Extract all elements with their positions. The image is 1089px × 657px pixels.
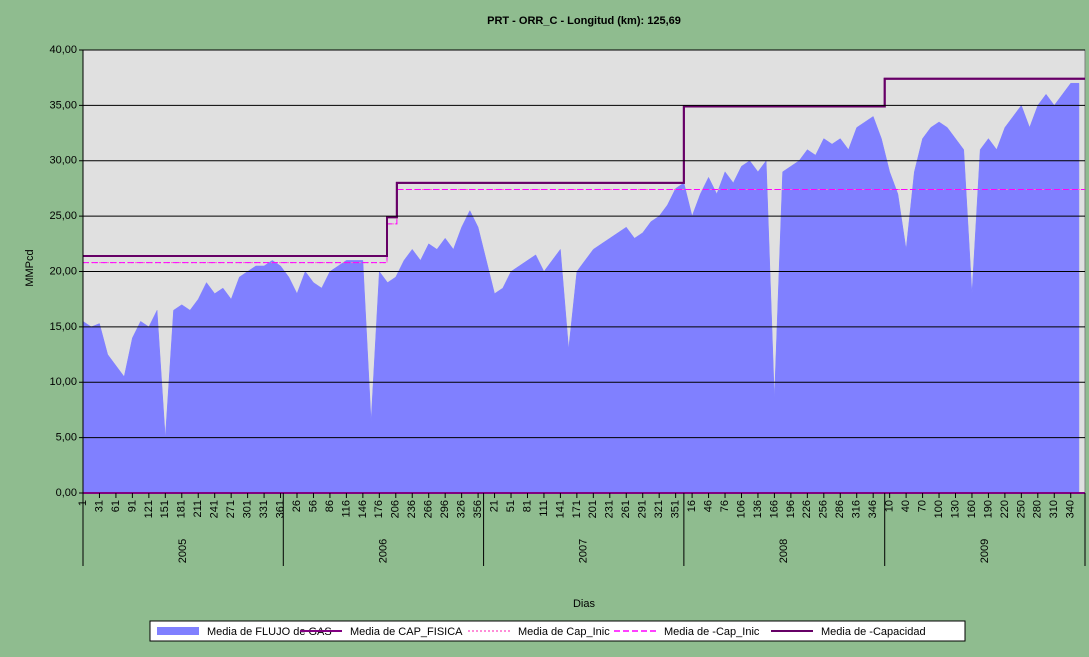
x-tick-label: 236 xyxy=(406,500,418,518)
x-tick-label: 151 xyxy=(159,500,171,518)
legend-label: Media de Cap_Inic xyxy=(518,626,610,638)
legend: Media de FLUJO de GAS Media de CAP_FISICA… xyxy=(149,620,966,642)
x-tick-label: 206 xyxy=(390,500,402,518)
x-tick-label: 280 xyxy=(1032,500,1044,518)
x-tick-label: 76 xyxy=(719,500,731,512)
y-tick-label: 30,00 xyxy=(49,155,77,167)
x-tick-label: 100 xyxy=(933,500,945,518)
legend-label: Media de -Capacidad xyxy=(821,626,926,638)
x-tick-label: 296 xyxy=(439,500,451,518)
x-tick-label: 271 xyxy=(225,500,237,518)
legend-swatch xyxy=(157,627,199,635)
x-tick-label: 356 xyxy=(472,500,484,518)
x-tick-label: 220 xyxy=(999,500,1011,518)
x-tick-label: 256 xyxy=(818,500,830,518)
x-tick-label: 116 xyxy=(340,500,352,518)
x-tick-label: 130 xyxy=(949,500,961,518)
x-tick-label: 346 xyxy=(867,500,879,518)
x-tick-label: 316 xyxy=(851,500,863,518)
x-tick-label: 211 xyxy=(192,500,204,518)
y-tick-label: 40,00 xyxy=(49,44,77,56)
x-tick-label: 21 xyxy=(488,500,500,512)
x-tick-label: 310 xyxy=(1048,500,1060,518)
x-tick-label: 86 xyxy=(324,500,336,512)
y-tick-label: 5,00 xyxy=(56,432,77,444)
x-tick-label: 250 xyxy=(1015,500,1027,518)
x-tick-label: 166 xyxy=(768,500,780,518)
chart-title: PRT - ORR_C - Longitud (km): 125,69 xyxy=(487,15,681,27)
x-tick-label: 146 xyxy=(357,500,369,518)
x-tick-label: 361 xyxy=(274,500,286,518)
legend-label: Media de FLUJO de GAS xyxy=(207,626,332,638)
x-tick-label: 176 xyxy=(373,500,385,518)
year-label: 2009 xyxy=(979,539,991,563)
x-tick-label: 351 xyxy=(670,500,682,518)
x-tick-label: 286 xyxy=(834,500,846,518)
x-tick-label: 181 xyxy=(176,500,188,518)
x-tick-label: 81 xyxy=(521,500,533,512)
x-tick-label: 111 xyxy=(538,500,550,517)
x-tick-label: 340 xyxy=(1065,500,1077,518)
x-tick-label: 201 xyxy=(587,500,599,518)
capacity-line xyxy=(83,77,1085,257)
flow-area xyxy=(82,82,1080,494)
x-tick-label: 326 xyxy=(456,500,468,518)
year-label: 2008 xyxy=(778,539,790,563)
x-tick-label: 141 xyxy=(554,500,566,518)
x-tick-label: 196 xyxy=(785,500,797,518)
capacity-line xyxy=(83,189,1085,264)
x-tick-label: 226 xyxy=(801,500,813,518)
x-tick-label: 56 xyxy=(307,500,319,512)
x-tick-label: 241 xyxy=(209,500,221,518)
legend-label: Media de CAP_FISICA xyxy=(350,626,463,638)
x-tick-label: 106 xyxy=(735,500,747,518)
y-tick-label: 10,00 xyxy=(49,376,77,388)
x-tick-label: 61 xyxy=(110,500,122,512)
x-tick-label: 46 xyxy=(702,500,714,512)
x-tick-label: 51 xyxy=(505,500,517,512)
x-tick-label: 40 xyxy=(900,500,912,512)
y-tick-label: 25,00 xyxy=(49,210,77,222)
year-label: 2007 xyxy=(578,539,590,563)
x-tick-label: 190 xyxy=(982,500,994,518)
x-tick-label: 331 xyxy=(258,500,270,518)
year-label: 2006 xyxy=(377,539,389,563)
x-tick-label: 70 xyxy=(916,500,928,512)
x-tick-label: 26 xyxy=(291,500,303,512)
x-tick-label: 266 xyxy=(423,500,435,518)
x-tick-label: 160 xyxy=(966,500,978,518)
x-tick-label: 171 xyxy=(571,500,583,518)
y-tick-label: 15,00 xyxy=(49,321,77,333)
x-tick-label: 91 xyxy=(126,500,138,512)
x-tick-label: 16 xyxy=(686,500,698,512)
y-axis-label: MMPcd xyxy=(24,249,36,286)
x-tick-label: 31 xyxy=(93,500,105,512)
x-tick-label: 291 xyxy=(637,500,649,518)
x-tick-label: 136 xyxy=(752,500,764,518)
x-axis-label: Dias xyxy=(573,598,596,610)
y-tick-label: 20,00 xyxy=(49,265,77,277)
x-tick-label: 261 xyxy=(620,500,632,518)
y-tick-label: 35,00 xyxy=(49,99,77,111)
legend-label: Media de -Cap_Inic xyxy=(664,626,760,638)
x-tick-label: 301 xyxy=(242,500,254,518)
year-label: 2005 xyxy=(177,539,189,563)
legend-box xyxy=(149,620,966,642)
y-tick-label: 0,00 xyxy=(56,487,77,499)
x-tick-label: 121 xyxy=(143,500,155,518)
x-tick-label: 321 xyxy=(653,500,665,518)
x-tick-label: 10 xyxy=(884,500,896,512)
x-tick-label: 231 xyxy=(604,500,616,518)
